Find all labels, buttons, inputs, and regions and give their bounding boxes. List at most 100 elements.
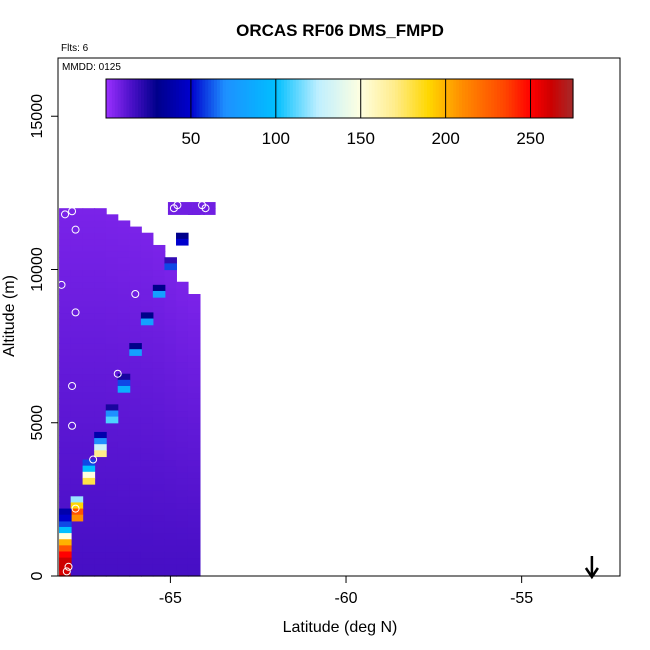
heatmap-cell [59,238,72,246]
heatmap-cell [70,502,84,510]
colorbar-swatch [505,79,510,118]
heatmap-cell [152,398,166,405]
heatmap-cell [164,526,177,534]
heatmap-cell [59,294,72,301]
heatmap-cell [70,306,84,314]
heatmap-cell [129,244,142,252]
colorbar-swatch [187,79,192,118]
colorbar-frame [105,78,574,119]
heatmap-cell [164,539,177,546]
heatmap-cell [117,404,131,412]
colorbar-swatch [254,79,259,118]
colorbar-swatch [377,79,381,118]
heatmap-cell [70,349,84,356]
heatmap-cell [164,416,177,424]
colorbar-swatch [523,79,527,118]
colorbar-swatch [327,79,332,118]
heatmap-cell [129,312,142,320]
heatmap-cell [105,385,119,393]
heatmap-cell [129,300,142,307]
heatmap-cell [187,294,201,301]
heatmap-cell [117,343,131,350]
colorbar-swatch [555,79,560,118]
heatmap-cell [140,459,154,467]
heatmap-cell [129,318,142,326]
colorbar-swatch [368,79,373,118]
heatmap-cell [187,373,201,381]
heatmap-cell [152,251,166,258]
heatmap-cell [94,410,107,418]
heatmap-cell [140,551,154,559]
heatmap-cell [187,508,201,516]
heatmap-cell [117,275,131,283]
heatmap-cell [187,551,201,559]
heatmap-cell [59,569,72,577]
heatmap-cell [176,330,189,338]
heatmap-cell [82,392,96,399]
heatmap-cell [117,379,131,387]
heatmap-cell [129,379,142,387]
heatmap-cell [176,508,189,516]
heatmap-cell [164,453,177,461]
heatmap-cell [117,545,131,553]
heatmap-cell [164,490,177,497]
heatmap-cell [59,533,72,540]
heatmap-cell [140,508,154,516]
heatmap-cell [105,508,119,516]
heatmap-cell [59,416,72,424]
heatmap-cell [117,294,131,301]
heatmap-cell [187,545,201,553]
heatmap-cell [94,336,107,344]
heatmap-cell [70,226,84,234]
heatmap-cell [82,447,96,454]
heatmap-cell [59,551,72,559]
colorbar-swatch [517,79,522,118]
heatmap-cell [176,533,189,540]
heatmap-cell [94,257,107,264]
heatmap-cell [94,385,107,393]
heatmap-cell [176,441,189,448]
colorbar-swatch [535,79,539,118]
heatmap-cell [140,281,154,289]
heatmap-cell [140,287,154,295]
heatmap-cell [105,220,119,228]
heatmap-cell [94,422,107,430]
heatmap-cell [117,385,131,393]
heatmap-cell [129,459,142,467]
heatmap-cell [82,263,96,271]
heatmap-cell [105,545,119,553]
heatmap-cell [59,330,72,338]
heatmap-cell [140,514,154,522]
colorbar-swatch [342,79,346,118]
heatmap-cell [105,404,119,412]
heatmap-cell [82,441,96,448]
heatmap-cell [94,444,107,451]
colorbar-swatch [108,79,113,118]
heatmap-cell [187,416,201,424]
heatmap-cell [94,392,107,399]
heatmap-cell [70,490,84,497]
colorbar-swatch [570,79,574,118]
heatmap-cell [117,392,131,399]
heatmap-cell [117,484,131,491]
colorbar-swatch [152,79,157,118]
heatmap-cell [129,404,142,412]
x-tick-label: -60 [334,590,357,607]
heatmap-cell [117,551,131,559]
colorbar-swatch [543,79,548,118]
heatmap-cell [117,373,131,381]
heatmap-cell [140,263,154,271]
colorbar-swatch [488,79,492,118]
heatmap-cell [140,563,154,571]
heatmap-cell [152,428,166,436]
heatmap-cell [140,557,154,565]
colorbar-swatch [438,79,443,118]
heatmap-cell [94,244,107,252]
heatmap-cell [187,367,201,375]
heatmap-cell [94,496,107,504]
colorbar-swatch [424,79,428,118]
heatmap-cell [117,410,131,418]
heatmap-cell [59,269,72,277]
colorbar-swatch [278,79,282,118]
heatmap-cell [164,373,177,381]
